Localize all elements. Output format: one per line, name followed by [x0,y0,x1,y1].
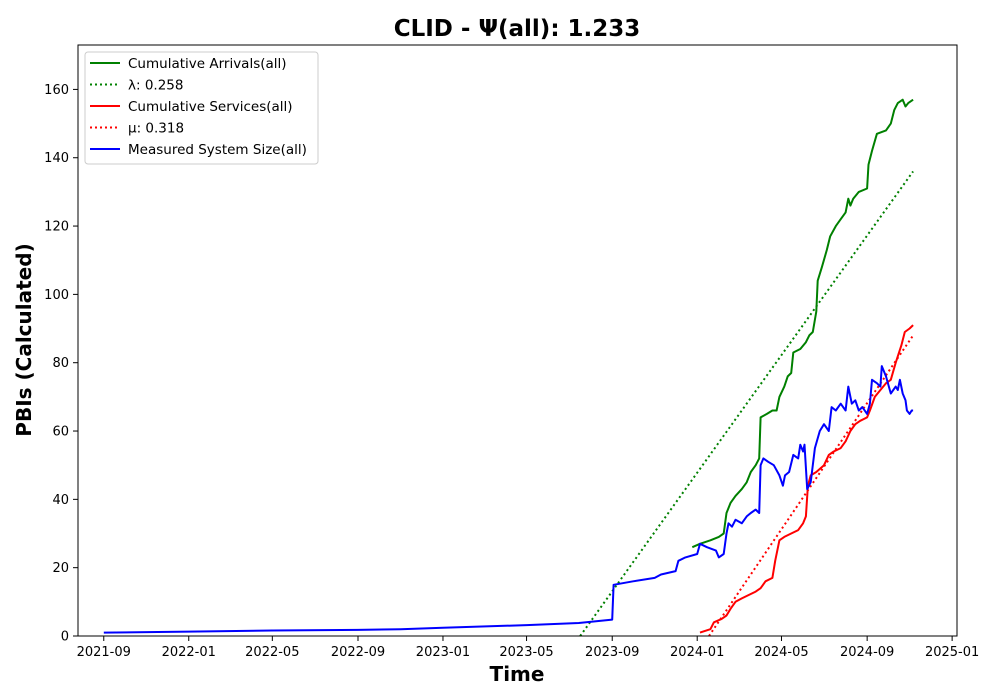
y-axis-title: PBIs (Calculated) [12,243,36,436]
legend-box [84,51,319,165]
x-tick-label: 2024-05 [754,645,808,660]
chart-title: CLID - Ψ(all): 1.233 [394,16,641,42]
legend-label: Cumulative Arrivals(all) [128,56,287,72]
y-tick-label: 100 [44,288,69,303]
y-tick-label: 160 [44,83,69,98]
y-tick-label: 120 [44,220,69,235]
series-layer [103,98,914,637]
y-tick-label: 20 [52,561,69,576]
series-line-2 [699,324,914,634]
x-tick-label: 2022-05 [245,645,299,660]
series-line-1 [579,170,914,637]
x-tick-label: 2022-01 [162,645,216,660]
y-axis: 0 20 40 60 80 100 120 140 160 [44,83,78,645]
legend-label: μ: 0.318 [128,121,184,137]
legend-label: Cumulative Services(all) [128,99,293,115]
legend-label: Measured System Size(all) [128,142,307,158]
series-line-4 [103,365,914,634]
y-tick-label: 80 [52,356,69,371]
y-tick-label: 140 [44,151,69,166]
x-tick-label: 2022-09 [331,645,385,660]
y-tick-label: 0 [61,630,69,645]
x-tick-label: 2024-01 [670,645,724,660]
series-line-0 [691,98,914,549]
x-tick-label: 2024-09 [840,645,894,660]
x-tick-label: 2023-01 [416,645,470,660]
series-line-3 [708,334,914,637]
x-tick-label: 2023-09 [585,645,639,660]
x-tick-label: 2025-01 [925,645,979,660]
legend-label: λ: 0.258 [128,78,183,94]
legend: Cumulative Arrivals(all) λ: 0.258 Cumulati… [84,51,319,165]
y-tick-label: 40 [52,493,69,508]
x-tick-label: 2023-05 [499,645,553,660]
x-axis-title: Time [490,662,545,686]
y-tick-label: 60 [52,425,69,440]
x-axis: 2021-09 2022-01 2022-05 2022-09 2023-01 2023-… [77,636,979,660]
plot-frame [77,44,958,637]
x-tick-label: 2021-09 [77,645,131,660]
